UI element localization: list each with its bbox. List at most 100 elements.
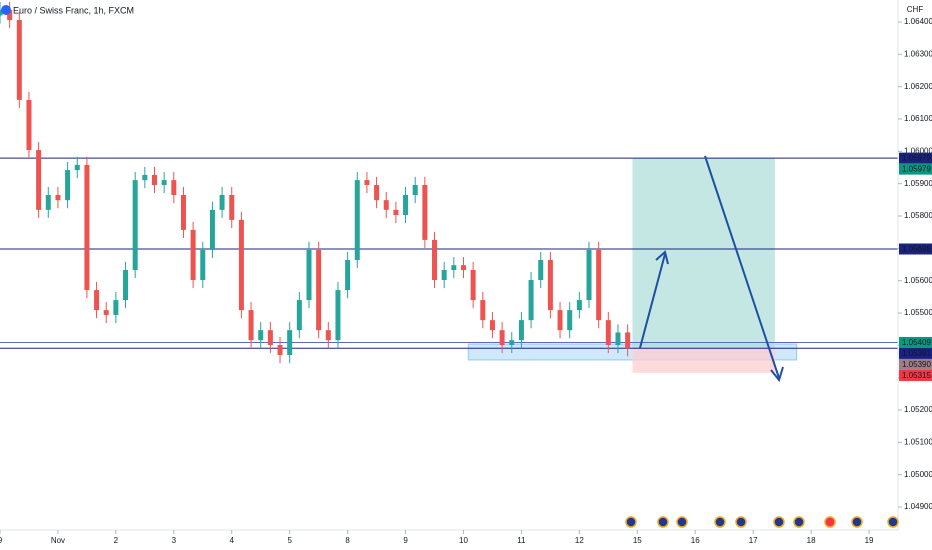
price-tag-label: 1.05698 — [902, 245, 931, 254]
y-tick-label: 1.06000 — [904, 146, 932, 155]
candle-body — [509, 340, 515, 346]
position-stop — [632, 348, 775, 373]
candle-body — [557, 310, 563, 331]
x-tick-label: 11 — [517, 536, 526, 545]
event-icon[interactable] — [793, 516, 805, 528]
candle-body — [345, 259, 351, 291]
candle-body — [605, 320, 611, 346]
candle-body — [258, 330, 264, 341]
candle-body — [422, 184, 428, 240]
price-tag-label: 1.05409 — [902, 338, 931, 347]
price-tag-label: 1.05979 — [902, 165, 931, 174]
candle-body — [393, 209, 399, 216]
candle-body — [499, 330, 505, 346]
x-tick-label: 4 — [230, 536, 235, 545]
candle-body — [209, 209, 215, 250]
event-icon[interactable] — [851, 516, 863, 528]
x-tick-label: 9 — [403, 536, 408, 545]
candle-body — [364, 180, 370, 185]
x-tick-label: 3 — [172, 536, 177, 545]
candle-body — [267, 330, 273, 346]
candle-body — [94, 290, 100, 311]
price-tag-label: 1.05391 — [902, 349, 931, 358]
price-tag — [899, 369, 932, 381]
candle-body — [586, 249, 592, 301]
candle-body — [74, 164, 80, 171]
chart-title: Euro / Swiss Franc, 1h, FXCM — [13, 5, 134, 15]
arrow-down-head — [770, 366, 784, 383]
candle-body — [528, 280, 534, 321]
price-tag-label: 1.05315 — [902, 371, 931, 380]
price-tag — [899, 336, 932, 348]
candle-body — [277, 345, 283, 356]
event-icon[interactable] — [676, 516, 688, 528]
candle-body — [451, 265, 457, 271]
x-tick-label: 8 — [345, 536, 350, 545]
price-tag-label: 1.05979 — [902, 154, 931, 163]
y-tick-label: 1.06100 — [904, 114, 932, 123]
y-tick-label: 1.05600 — [904, 276, 932, 285]
event-icons — [625, 516, 899, 528]
x-tick-label: 16 — [691, 536, 700, 545]
y-tick-label: 1.05200 — [904, 405, 932, 414]
candle-body — [287, 330, 293, 356]
y-tick-label: 1.05800 — [904, 211, 932, 220]
candle-body — [180, 194, 186, 230]
price-tag-label: 1.05390 — [902, 360, 931, 369]
candle-body — [576, 300, 582, 311]
candle-body — [151, 174, 157, 185]
y-tick-label: 1.05900 — [904, 179, 932, 188]
arrow-down — [704, 155, 780, 379]
candle-body — [84, 164, 90, 291]
event-icon[interactable] — [773, 516, 785, 528]
candle-body — [103, 310, 109, 315]
candle-body — [7, 10, 13, 21]
price-tag — [899, 358, 932, 370]
candle-body — [374, 184, 380, 201]
candle-body — [171, 180, 177, 195]
x-tick-label: 10 — [459, 536, 468, 545]
candle-body — [45, 194, 51, 210]
candle-body — [325, 330, 331, 341]
price-tag — [899, 163, 932, 175]
event-icon[interactable] — [714, 516, 726, 528]
candle-body — [316, 249, 322, 331]
y-tick-label: 1.06400 — [904, 17, 932, 26]
candle-body — [518, 320, 524, 341]
candle-body — [354, 180, 360, 260]
y-tick-label: 1.06200 — [904, 82, 932, 91]
x-tick-label: 17 — [749, 536, 758, 545]
candle-body — [229, 194, 235, 220]
x-tick-label: Nov — [51, 536, 65, 545]
x-tick-label: 18 — [807, 536, 816, 545]
candle-body — [26, 99, 32, 151]
candle-body — [470, 270, 476, 301]
event-icon[interactable] — [657, 516, 669, 528]
event-icon[interactable] — [735, 516, 747, 528]
candle-body — [200, 249, 206, 281]
candle-body — [567, 310, 573, 331]
event-icon[interactable] — [824, 516, 836, 528]
y-tick-label: 1.05100 — [904, 437, 932, 446]
candle-body — [538, 259, 544, 281]
event-icon[interactable] — [887, 516, 899, 528]
candle-body — [142, 174, 148, 181]
candle-body — [383, 200, 389, 210]
drawing-arrows — [639, 155, 784, 383]
candle-body — [161, 180, 167, 185]
event-icon[interactable] — [625, 516, 637, 528]
y-tick-label: 1.05500 — [904, 308, 932, 317]
y-tick-label: 1.05000 — [904, 470, 932, 479]
candle-body — [480, 300, 486, 321]
candle-body — [36, 150, 42, 210]
candle-body — [113, 300, 119, 315]
arrow-up-head — [655, 250, 669, 265]
candle-body — [132, 180, 138, 271]
candle-body — [615, 332, 621, 346]
candle-body — [190, 229, 196, 281]
candle-body — [238, 219, 244, 311]
candle-body — [460, 265, 466, 271]
plot-area — [0, 1, 898, 373]
